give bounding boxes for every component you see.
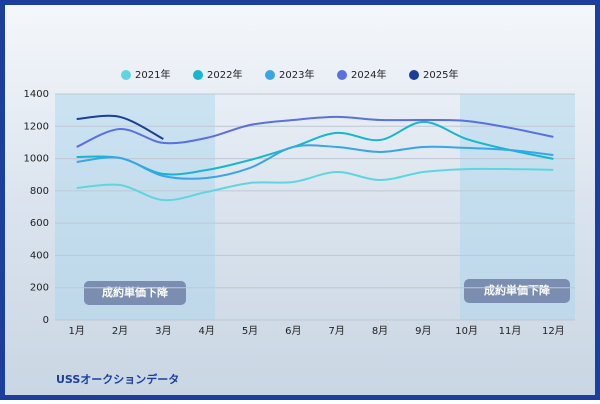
x-tick-label: 4月 bbox=[198, 325, 214, 337]
y-tick-label: 400 bbox=[30, 250, 49, 261]
y-tick-label: 1200 bbox=[24, 121, 49, 132]
x-tick-label: 1月 bbox=[68, 325, 84, 337]
legend-label: 2023年 bbox=[279, 68, 314, 81]
legend-swatch bbox=[409, 70, 419, 80]
x-tick-label: 3月 bbox=[155, 325, 171, 337]
x-tick-label: 6月 bbox=[285, 325, 301, 337]
x-tick-label: 2月 bbox=[112, 325, 128, 337]
series-line bbox=[76, 167, 554, 202]
x-tick-label: 11月 bbox=[499, 325, 522, 337]
y-tick-label: 0 bbox=[43, 315, 49, 326]
legend-label: 2024年 bbox=[351, 68, 386, 81]
annotation: 成約単価下降 bbox=[484, 283, 551, 297]
y-tick-label: 200 bbox=[30, 283, 49, 294]
legend-swatch bbox=[265, 70, 275, 80]
y-tick-label: 1400 bbox=[24, 89, 49, 100]
source: USSオークションデータ bbox=[56, 372, 179, 386]
x-tick-label: 12月 bbox=[542, 325, 565, 337]
legend-swatch bbox=[193, 70, 203, 80]
y-tick-label: 1000 bbox=[24, 154, 49, 165]
annotation-box bbox=[464, 279, 570, 303]
series-line bbox=[76, 114, 164, 140]
background bbox=[5, 5, 595, 395]
legend-label: 2021年 bbox=[135, 68, 170, 81]
annotation-box bbox=[84, 281, 186, 305]
series-line bbox=[76, 120, 554, 176]
series-line bbox=[76, 115, 554, 148]
x-tick-label: 7月 bbox=[328, 325, 344, 337]
legend-swatch bbox=[121, 70, 131, 80]
annotation: 成約単価下降 bbox=[102, 285, 169, 299]
y-tick-label: 800 bbox=[30, 186, 49, 197]
y-tick-label: 600 bbox=[30, 218, 49, 229]
x-tick-label: 8月 bbox=[372, 325, 388, 337]
x-tick-label: 5月 bbox=[242, 325, 258, 337]
legend-label: 2022年 bbox=[207, 68, 242, 81]
x-tick-label: 10月 bbox=[455, 325, 478, 337]
x-tick-label: 9月 bbox=[415, 325, 431, 337]
series-line bbox=[76, 144, 554, 180]
legend-swatch bbox=[337, 70, 347, 80]
legend-label: 2025年 bbox=[423, 68, 458, 81]
